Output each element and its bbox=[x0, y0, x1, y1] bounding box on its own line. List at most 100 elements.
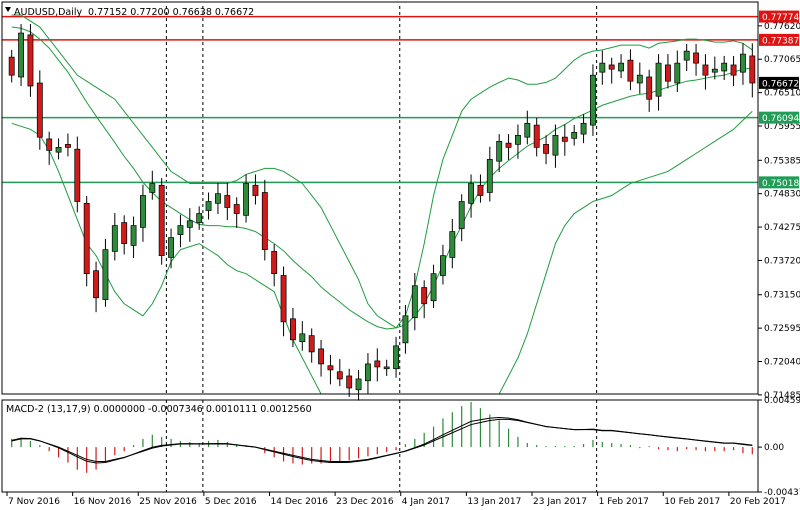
candle-body bbox=[243, 183, 249, 216]
candle-body bbox=[27, 34, 34, 87]
candle bbox=[618, 54, 624, 79]
price-tick-label: 0.74275 bbox=[764, 223, 800, 233]
candle bbox=[374, 348, 381, 382]
date-tick-label: 1 Feb 2017 bbox=[599, 497, 649, 507]
candle bbox=[168, 228, 174, 269]
macd-frame bbox=[1, 399, 759, 493]
candle-body bbox=[271, 251, 278, 275]
candle-body bbox=[83, 202, 90, 275]
candle bbox=[730, 55, 737, 87]
candle bbox=[711, 56, 718, 80]
candle-body bbox=[486, 159, 493, 193]
candle bbox=[646, 69, 653, 112]
candle-body bbox=[318, 348, 324, 365]
bollinger-upper-line bbox=[11, 14, 753, 329]
candle-body bbox=[215, 193, 221, 204]
candle-body bbox=[252, 184, 259, 196]
macd-tick-label: 0.00 bbox=[764, 443, 784, 453]
candle-body bbox=[121, 222, 128, 244]
candle bbox=[683, 43, 690, 71]
candle bbox=[130, 216, 137, 259]
candle-body bbox=[702, 64, 709, 76]
candle-body bbox=[468, 183, 474, 204]
candle-body bbox=[749, 55, 756, 84]
candle-body bbox=[36, 82, 43, 138]
candle-body bbox=[205, 201, 212, 211]
candle bbox=[702, 54, 709, 90]
candle bbox=[402, 304, 409, 354]
candle bbox=[449, 218, 456, 269]
candle bbox=[636, 62, 643, 94]
candle bbox=[543, 135, 549, 165]
candle-body bbox=[730, 64, 737, 76]
candle bbox=[336, 359, 343, 387]
price-tick-label: 0.72040 bbox=[764, 358, 800, 368]
candle-body bbox=[177, 225, 184, 235]
candle bbox=[46, 131, 53, 165]
candle-body bbox=[421, 287, 428, 305]
price-tick-label: 0.73720 bbox=[764, 256, 800, 266]
candle bbox=[318, 339, 324, 377]
candle bbox=[571, 125, 578, 146]
candle bbox=[186, 208, 193, 242]
candle-body bbox=[355, 378, 362, 391]
candle-body bbox=[186, 220, 193, 228]
candle bbox=[608, 57, 615, 84]
candle bbox=[177, 214, 184, 248]
candle-body bbox=[365, 363, 371, 382]
candle-body bbox=[402, 315, 409, 344]
candle bbox=[243, 174, 249, 223]
candle bbox=[261, 179, 268, 261]
candle-body bbox=[590, 74, 596, 126]
candle-body bbox=[740, 53, 746, 73]
candle bbox=[561, 124, 568, 156]
candle bbox=[411, 273, 418, 331]
candle bbox=[533, 117, 540, 157]
bollinger-middle-line bbox=[11, 26, 753, 330]
candle bbox=[740, 43, 746, 85]
date-tick-label: 5 Dec 2016 bbox=[205, 497, 257, 507]
candle bbox=[524, 110, 531, 145]
level-price-label: 0.76672 bbox=[762, 79, 799, 89]
candle-body bbox=[130, 225, 137, 246]
candle-body bbox=[543, 144, 549, 154]
candle bbox=[393, 336, 399, 378]
candle bbox=[721, 55, 728, 80]
candle bbox=[552, 124, 559, 168]
price-tick-label: 0.76510 bbox=[764, 89, 800, 99]
candle-body bbox=[233, 204, 240, 214]
candle bbox=[83, 196, 90, 287]
price-frame bbox=[1, 1, 759, 395]
candle-body bbox=[74, 148, 81, 202]
candle-body bbox=[571, 131, 578, 139]
date-tick-label: 25 Nov 2016 bbox=[139, 497, 197, 507]
candle bbox=[440, 244, 446, 285]
price-tick-label: 0.74830 bbox=[764, 190, 800, 200]
candle-body bbox=[646, 76, 653, 100]
candle-body bbox=[261, 192, 268, 250]
candle-body bbox=[636, 74, 643, 84]
collapse-triangle-icon[interactable] bbox=[5, 7, 11, 12]
macd-tick-label: 0.004595 bbox=[764, 396, 800, 406]
candle-body bbox=[608, 64, 615, 70]
candle bbox=[355, 369, 362, 401]
candle bbox=[65, 133, 71, 157]
ohlc-values: 0.77152 0.77200 0.76638 0.76672 bbox=[88, 7, 254, 18]
candle bbox=[505, 134, 512, 160]
candle-body bbox=[580, 122, 587, 135]
candle-body bbox=[524, 122, 531, 138]
macd-title: MACD-2 (13,17,9) 0.0000000 -0.0007346 0.… bbox=[6, 404, 312, 415]
candle-body bbox=[299, 333, 306, 343]
candle-body bbox=[618, 62, 624, 72]
price-tick-label: 0.77065 bbox=[764, 55, 800, 65]
macd-tick-label: -0.004378 bbox=[764, 488, 800, 498]
date-tick-label: 10 Feb 2017 bbox=[664, 497, 720, 507]
price-pane bbox=[2, 6, 758, 401]
date-tick-label: 14 Dec 2016 bbox=[271, 497, 329, 507]
candle bbox=[271, 244, 278, 287]
candle-body bbox=[55, 147, 62, 153]
candle-body bbox=[449, 231, 456, 258]
candle-body bbox=[102, 249, 109, 300]
